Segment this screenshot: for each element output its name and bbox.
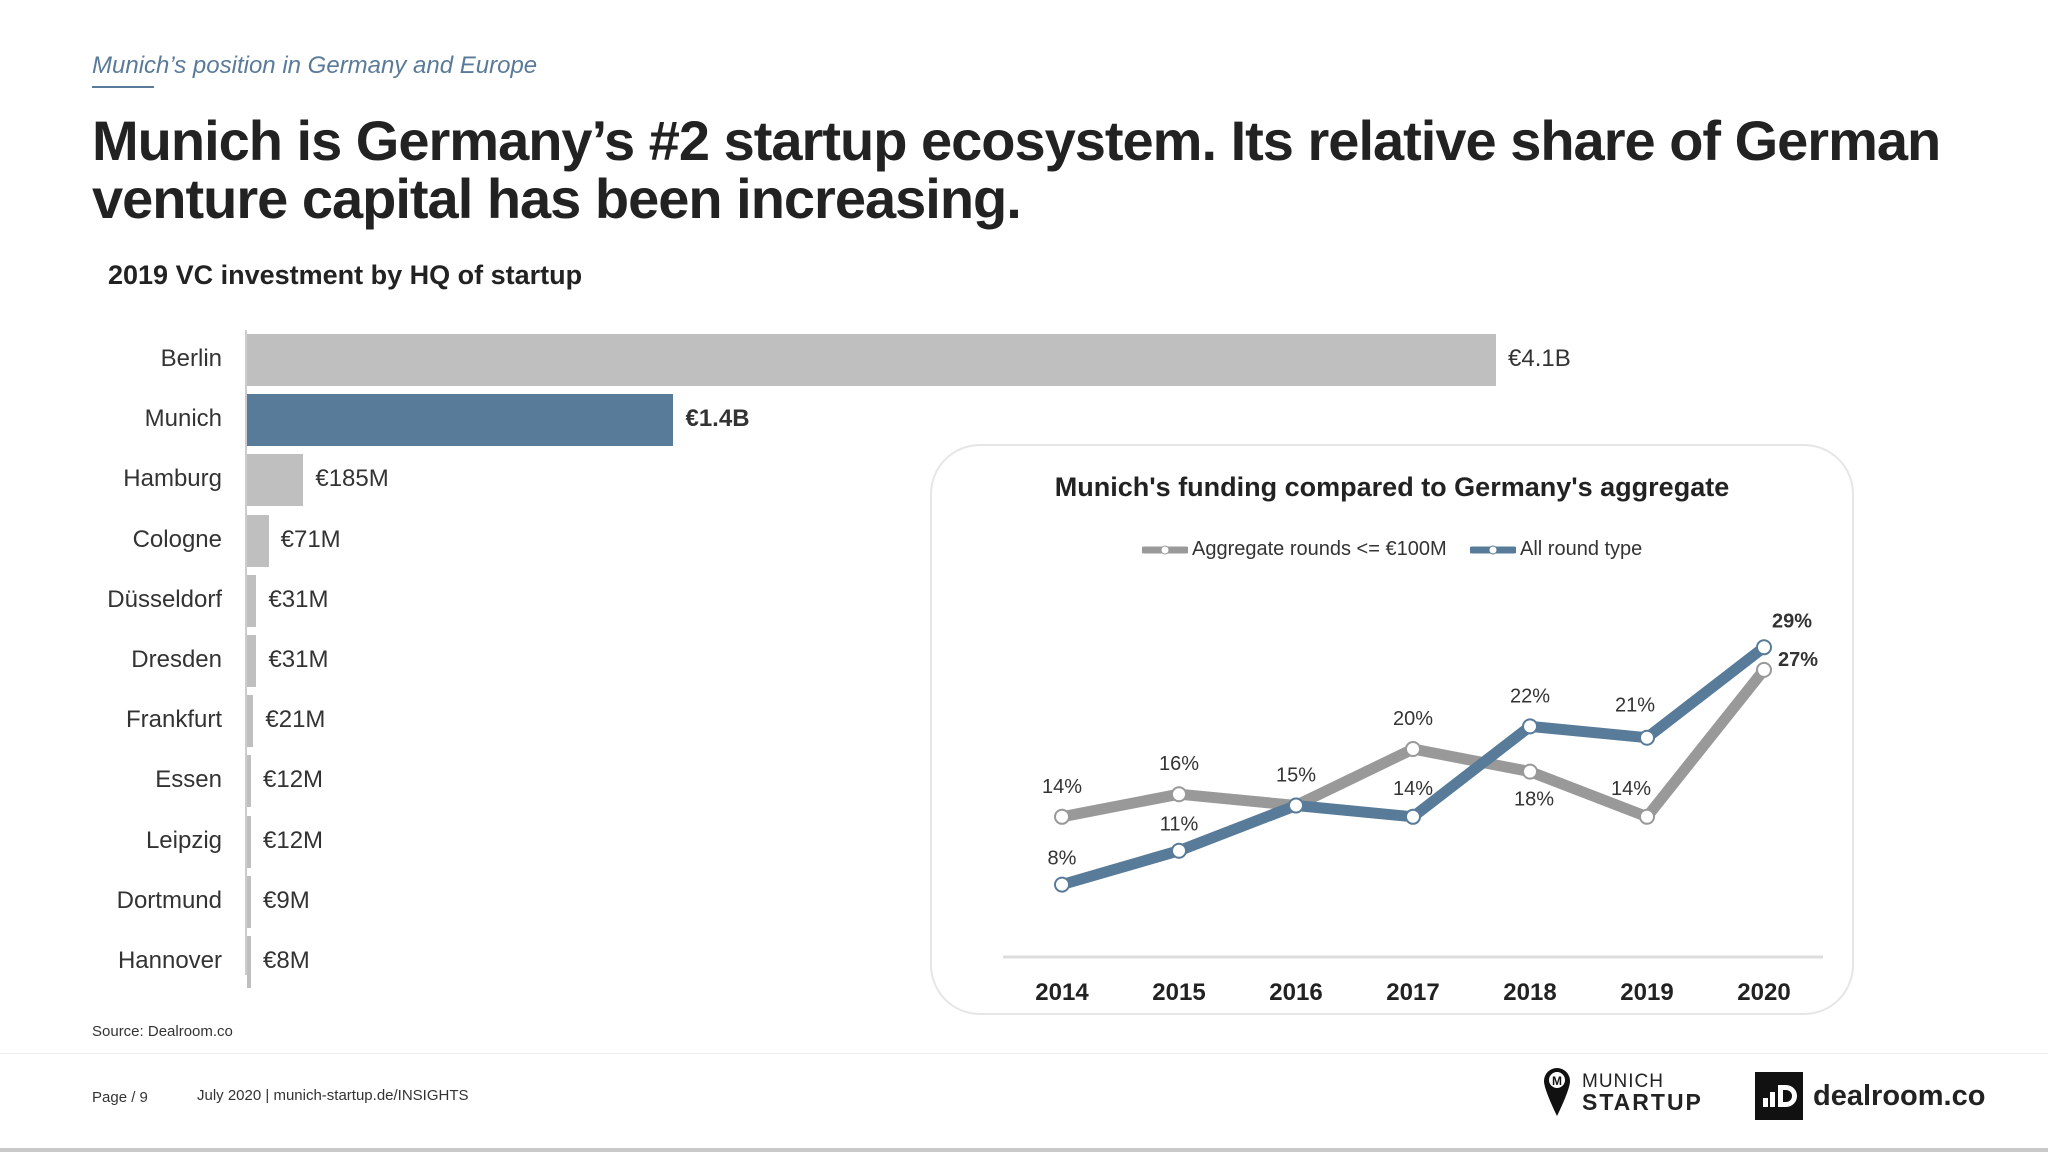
data-label: 14% — [1393, 778, 1433, 800]
bar-berlin — [247, 334, 1496, 386]
page-number: Page / 9 — [92, 1089, 148, 1106]
bar-category-label: Cologne — [132, 525, 222, 553]
data-point — [1522, 763, 1538, 780]
data-point — [1288, 797, 1304, 814]
line-chart-panel — [930, 444, 1854, 1015]
data-point — [1405, 741, 1421, 757]
bar-leipzig — [247, 815, 251, 868]
data-label: 20% — [1393, 708, 1433, 730]
legend-marker-gray-icon — [1142, 545, 1188, 554]
bar-category-label: Berlin — [160, 345, 222, 372]
x-tick-label: 2019 — [1620, 979, 1673, 1006]
data-point — [1639, 729, 1655, 746]
logo-text-top: MUNICH — [1582, 1071, 1664, 1092]
logo-text: dealroom.co — [1813, 1079, 1986, 1112]
bar-munich — [247, 394, 674, 447]
bar-value-label: €9M — [263, 886, 310, 914]
data-point — [1405, 808, 1421, 825]
footer-date: July 2020 | munich-startup.de/INSIGHTS — [197, 1087, 469, 1104]
data-label: 29% — [1772, 610, 1812, 632]
data-point — [1054, 876, 1070, 893]
bar-dortmund — [247, 875, 251, 928]
bar-essen — [247, 755, 251, 808]
data-label: 18% — [1514, 789, 1554, 811]
bar-düsseldorf — [247, 574, 257, 627]
bar-category-label: Hamburg — [123, 465, 222, 493]
bar-cologne — [247, 514, 269, 567]
map-pin-icon: M — [1544, 1068, 1570, 1116]
legend-label: All round type — [1520, 538, 1643, 560]
bar-value-label: €1.4B — [685, 405, 750, 433]
data-point — [1171, 786, 1187, 803]
data-point — [1054, 808, 1070, 825]
data-point — [1756, 661, 1772, 678]
bar-category-label: Munich — [144, 405, 222, 433]
bar-category-label: Dortmund — [116, 886, 222, 914]
legend-marker-blue-icon — [1470, 545, 1516, 554]
dealroom-logo: dealroom.co — [1755, 1072, 1985, 1120]
bar-value-label: €8M — [263, 947, 310, 974]
legend-label: Aggregate rounds <= €100M — [1192, 538, 1447, 560]
bar-category-label: Dresden — [131, 646, 222, 673]
bar-hamburg — [247, 454, 304, 507]
bar-category-label: Frankfurt — [125, 706, 222, 734]
line-chart-title: Munich's funding compared to Germany's a… — [1054, 472, 1730, 502]
x-tick-label: 2016 — [1269, 979, 1322, 1006]
source-note: Source: Dealroom.co — [92, 1023, 233, 1040]
legend-item-aggregate: Aggregate rounds <= €100M — [1142, 538, 1447, 561]
x-tick-label: 2015 — [1152, 979, 1205, 1006]
bar-value-label: €12M — [263, 766, 324, 794]
page-title: Munich is Germany’s #2 startup ecosystem… — [92, 109, 1941, 230]
data-label: 22% — [1510, 685, 1550, 707]
data-point — [1639, 808, 1655, 825]
x-tick-label: 2018 — [1503, 979, 1556, 1006]
footer-divider — [0, 1053, 2048, 1054]
data-label: 14% — [1042, 776, 1082, 798]
data-label: 8% — [1048, 848, 1077, 870]
bar-category-label: Essen — [155, 766, 222, 794]
bar-value-label: €21M — [265, 706, 326, 734]
dealroom-mark-icon — [1755, 1072, 1803, 1120]
bar-value-label: €31M — [268, 646, 329, 673]
bar-frankfurt — [247, 695, 254, 748]
legend-item-all-rounds: All round type — [1470, 538, 1642, 561]
data-label: 15% — [1276, 765, 1316, 787]
bar-value-label: €185M — [315, 465, 389, 493]
bar-category-label: Hannover — [117, 947, 222, 974]
data-label: 11% — [1160, 814, 1199, 836]
bar-chart-title: 2019 VC investment by HQ of startup — [108, 260, 583, 290]
data-label: 27% — [1778, 649, 1818, 671]
kicker-underline — [92, 86, 154, 88]
bar-value-label: €12M — [263, 826, 324, 854]
data-point — [1756, 639, 1772, 656]
bar-category-label: Düsseldorf — [107, 585, 222, 613]
munich-startup-logo: M MUNICH STARTUP — [1542, 1066, 1703, 1118]
x-tick-label: 2020 — [1737, 979, 1790, 1006]
bottom-bar — [0, 1148, 2048, 1152]
bar-value-label: €4.1B — [1508, 345, 1571, 372]
data-point — [1171, 842, 1187, 859]
bar-hannover — [247, 936, 251, 988]
bar-dresden — [247, 635, 257, 687]
data-point — [1522, 718, 1538, 735]
bar-category-label: Leipzig — [145, 826, 222, 854]
svg-text:M: M — [1552, 1074, 1562, 1088]
x-tick-label: 2014 — [1035, 979, 1089, 1006]
data-label: 21% — [1615, 695, 1655, 717]
data-label: 14% — [1611, 778, 1651, 800]
data-label: 16% — [1159, 753, 1199, 775]
x-tick-label: 2017 — [1386, 979, 1439, 1006]
section-kicker: Munich’s position in Germany and Europe — [92, 52, 538, 79]
bar-axis — [245, 330, 247, 975]
logo-text-bottom: STARTUP — [1582, 1089, 1703, 1115]
bar-value-label: €71M — [280, 525, 341, 553]
bar-value-label: €31M — [268, 585, 329, 613]
